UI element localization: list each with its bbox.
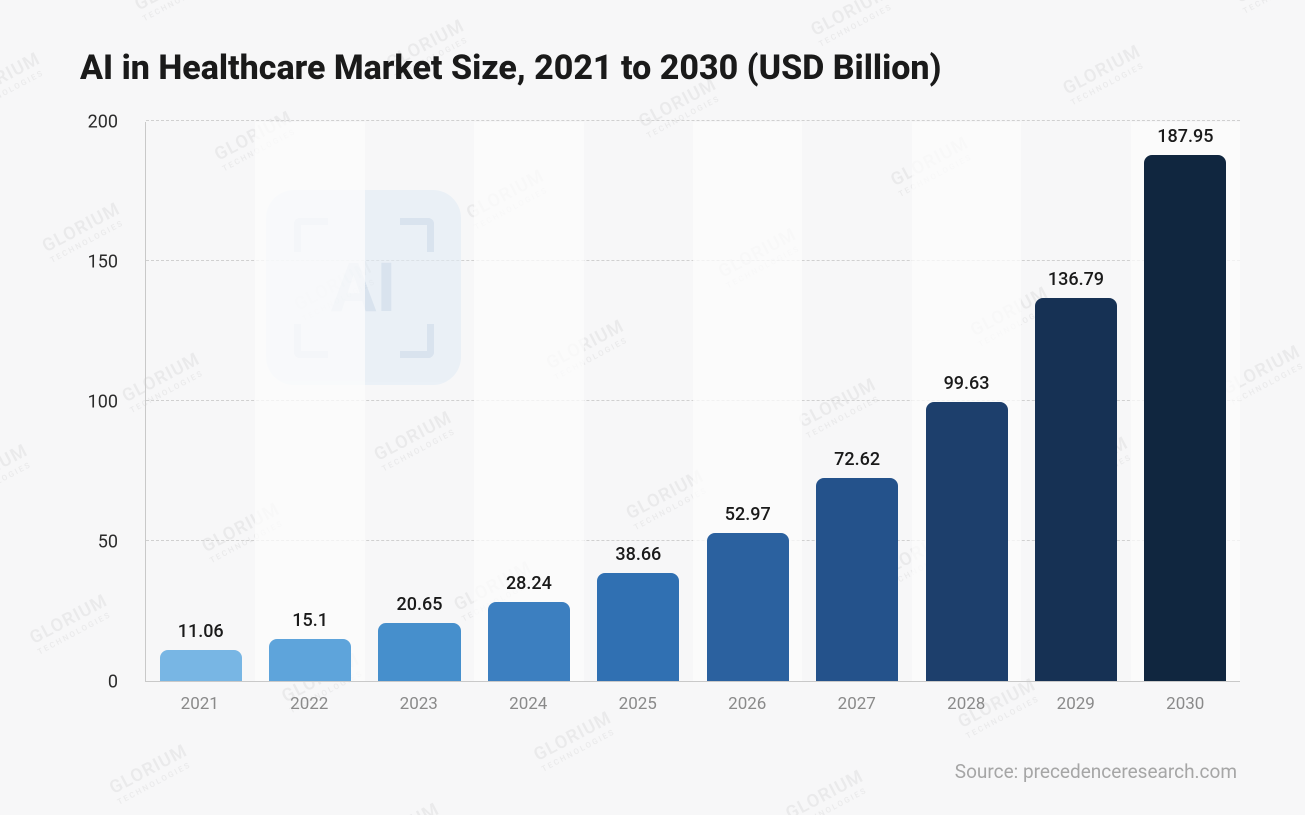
y-axis: 050100150200	[60, 122, 130, 722]
bar-value-label: 38.66	[615, 544, 661, 565]
x-tick-label: 2025	[583, 682, 693, 722]
chart-container: AI in Healthcare Market Size, 2021 to 20…	[0, 0, 1305, 815]
x-tick-label: 2022	[255, 682, 365, 722]
bars-row: 11.06 15.1 20.65 28.24 38.66 52.97 72.62 99.63 1…	[146, 122, 1240, 681]
y-tick-label: 200	[88, 112, 118, 133]
y-tick-label: 50	[98, 532, 118, 553]
x-tick-label: 2023	[364, 682, 474, 722]
x-tick-label: 2026	[693, 682, 803, 722]
y-tick-label: 0	[108, 672, 118, 693]
x-tick-label: 2029	[1021, 682, 1131, 722]
bar	[926, 402, 1008, 681]
bar-value-label: 15.1	[292, 610, 328, 631]
bar-slot: 99.63	[912, 122, 1021, 681]
bar-value-label: 187.95	[1157, 126, 1213, 147]
bar	[1144, 155, 1226, 681]
bar-slot: 52.97	[693, 122, 802, 681]
bar	[1035, 298, 1117, 681]
x-tick-label: 2027	[802, 682, 912, 722]
bar	[597, 573, 679, 681]
bar	[378, 623, 460, 681]
bar-value-label: 28.24	[506, 573, 552, 594]
x-tick-label: 2021	[145, 682, 255, 722]
bar	[816, 478, 898, 681]
x-tick-label: 2024	[474, 682, 584, 722]
bar-value-label: 72.62	[834, 449, 880, 470]
bar-slot: 38.66	[584, 122, 693, 681]
chart-area: 050100150200 AI 11.0615.120.6528.2438.66…	[60, 122, 1240, 722]
bar-value-label: 99.63	[944, 373, 990, 394]
bar-slot: 28.24	[474, 122, 583, 681]
bar	[269, 639, 351, 681]
bar-slot: 15.1	[255, 122, 364, 681]
y-tick-label: 100	[88, 392, 118, 413]
bar-value-label: 136.79	[1048, 269, 1104, 290]
bar-value-label: 20.65	[397, 594, 443, 615]
plot-area: AI 11.0615.120.6528.2438.6652.9772.6299.…	[145, 122, 1240, 682]
x-tick-label: 2028	[912, 682, 1022, 722]
chart-title: AI in Healthcare Market Size, 2021 to 20…	[80, 48, 1245, 88]
x-tick-label: 2030	[1131, 682, 1241, 722]
bar-slot: 136.79	[1021, 122, 1130, 681]
bar	[160, 650, 242, 681]
bar-slot: 72.62	[802, 122, 911, 681]
bar-value-label: 52.97	[725, 504, 771, 525]
bar	[707, 533, 789, 681]
bar-slot: 20.65	[365, 122, 474, 681]
source-attribution: Source: precedenceresearch.com	[955, 760, 1237, 783]
gridline	[146, 120, 1240, 121]
bar	[488, 602, 570, 681]
y-tick-label: 150	[88, 252, 118, 273]
bar-slot: 11.06	[146, 122, 255, 681]
bar-slot: 187.95	[1131, 122, 1240, 681]
bar-value-label: 11.06	[178, 621, 224, 642]
x-axis-labels: 2021202220232024202520262027202820292030	[145, 682, 1240, 722]
